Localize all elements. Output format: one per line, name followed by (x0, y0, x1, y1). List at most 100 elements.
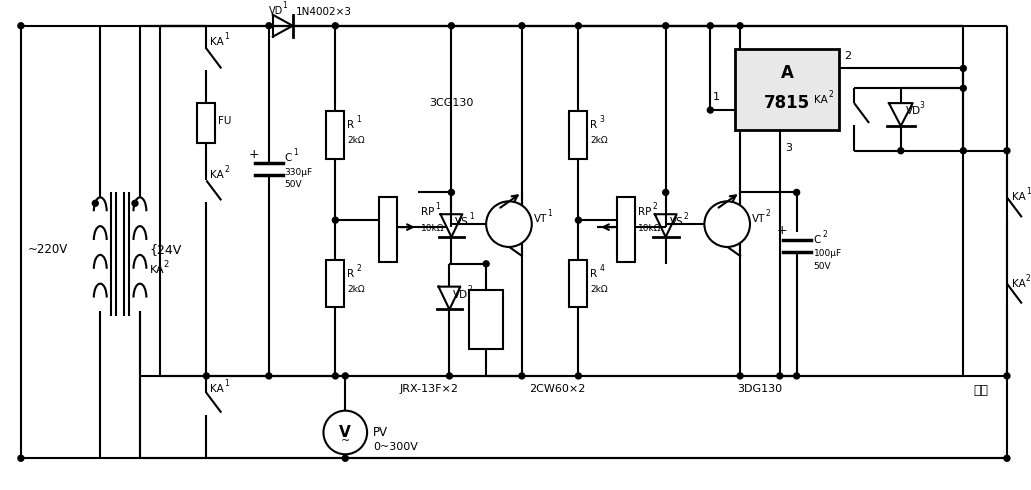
Text: 3CG130: 3CG130 (430, 98, 474, 108)
Text: {24V: {24V (149, 244, 182, 256)
Text: 3: 3 (599, 115, 604, 124)
Text: 2: 2 (356, 264, 361, 273)
Circle shape (794, 190, 800, 196)
Circle shape (519, 373, 525, 379)
Text: 2: 2 (225, 165, 229, 173)
Text: 1: 1 (435, 202, 440, 211)
Bar (327, 260, 344, 307)
Text: 50V: 50V (813, 262, 831, 271)
Text: +: + (776, 223, 788, 237)
Text: 7815: 7815 (764, 94, 810, 112)
Text: 2: 2 (766, 209, 770, 218)
Circle shape (960, 85, 966, 91)
Circle shape (575, 373, 581, 379)
Circle shape (332, 373, 338, 379)
Circle shape (1004, 455, 1010, 461)
Circle shape (663, 190, 669, 196)
Circle shape (737, 23, 743, 29)
Text: KA: KA (149, 265, 165, 275)
Text: KA: KA (1011, 193, 1026, 202)
Circle shape (448, 190, 455, 196)
Circle shape (1004, 373, 1010, 379)
Text: +: + (250, 148, 260, 161)
Text: 2kΩ: 2kΩ (347, 136, 365, 146)
Bar (569, 111, 588, 159)
Text: VD: VD (454, 290, 468, 299)
Text: 2: 2 (844, 50, 852, 60)
Circle shape (707, 107, 713, 113)
Text: 2CW60×2: 2CW60×2 (529, 384, 586, 394)
Circle shape (519, 23, 525, 29)
Circle shape (487, 201, 532, 247)
Text: VT: VT (752, 214, 765, 224)
Circle shape (132, 200, 138, 206)
Circle shape (324, 411, 367, 454)
Bar (735, 49, 839, 130)
Text: C: C (285, 153, 292, 163)
Circle shape (342, 373, 348, 379)
Bar (469, 290, 503, 349)
Text: 1N4002×3: 1N4002×3 (296, 7, 352, 17)
Text: RP: RP (638, 207, 652, 217)
Circle shape (663, 23, 669, 29)
Circle shape (342, 455, 348, 461)
Text: 2: 2 (653, 202, 658, 211)
Text: KA: KA (210, 37, 224, 47)
Text: 2: 2 (467, 285, 472, 294)
Circle shape (794, 373, 800, 379)
Bar (327, 111, 344, 159)
Circle shape (960, 148, 966, 154)
Text: 100μF: 100μF (813, 249, 841, 258)
Text: KA: KA (814, 95, 828, 105)
Text: 1: 1 (225, 379, 229, 388)
Circle shape (737, 373, 743, 379)
Text: 330μF: 330μF (285, 168, 312, 177)
Circle shape (18, 23, 24, 29)
Text: R: R (347, 120, 355, 130)
Text: KA: KA (210, 384, 224, 394)
Text: 2kΩ: 2kΩ (591, 285, 608, 294)
Text: 1: 1 (1026, 187, 1031, 196)
Circle shape (332, 217, 338, 223)
Circle shape (484, 261, 489, 267)
Text: KA: KA (1011, 279, 1026, 289)
Circle shape (93, 200, 98, 206)
Circle shape (18, 455, 24, 461)
Text: 1: 1 (713, 92, 721, 102)
Text: RP: RP (421, 207, 434, 217)
Text: R: R (347, 269, 355, 279)
Text: 10kΩ: 10kΩ (421, 223, 444, 233)
Text: 50V: 50V (285, 180, 302, 189)
Bar (379, 197, 397, 262)
Text: VD: VD (906, 106, 921, 116)
Text: V: V (339, 425, 352, 440)
Text: R: R (591, 120, 597, 130)
Text: KA: KA (210, 170, 224, 179)
Text: 2: 2 (164, 260, 169, 269)
Text: 10kΩ: 10kΩ (638, 223, 662, 233)
Text: FU: FU (219, 116, 232, 126)
Text: ~220V: ~220V (28, 244, 68, 256)
Text: 1: 1 (469, 212, 474, 221)
Circle shape (707, 23, 713, 29)
Text: VD: VD (269, 6, 284, 16)
Circle shape (203, 373, 209, 379)
Text: 1: 1 (281, 1, 287, 10)
Circle shape (446, 373, 453, 379)
Text: 2kΩ: 2kΩ (591, 136, 608, 146)
Circle shape (448, 23, 455, 29)
Text: 3: 3 (920, 101, 925, 110)
Bar (569, 260, 588, 307)
Text: 2: 2 (1026, 274, 1031, 283)
Text: 4: 4 (599, 264, 604, 273)
Circle shape (704, 201, 750, 247)
Text: 0~300V: 0~300V (373, 442, 418, 452)
Text: VS: VS (670, 217, 684, 227)
Text: 1: 1 (547, 209, 553, 218)
Circle shape (575, 23, 581, 29)
Bar (198, 103, 215, 143)
Text: 2: 2 (684, 212, 689, 221)
Text: 3: 3 (785, 143, 792, 153)
Text: 输出: 输出 (973, 384, 989, 397)
Circle shape (266, 373, 272, 379)
